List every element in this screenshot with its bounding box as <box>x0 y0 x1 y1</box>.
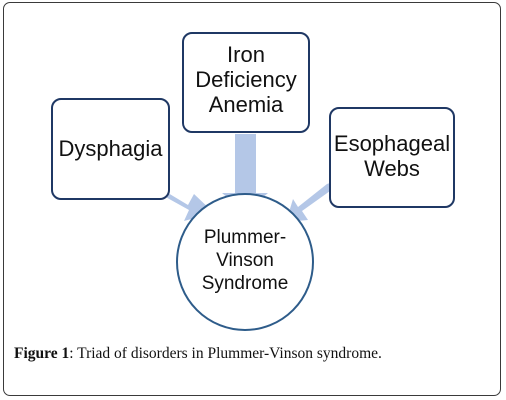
node-iron-deficiency-anemia <box>182 32 310 133</box>
center-label-line1: Plummer- <box>204 227 286 248</box>
caption-separator: : <box>69 345 74 362</box>
node-iron-label-line1: Iron <box>227 42 265 67</box>
node-esophageal-webs <box>329 107 455 208</box>
node-dysphagia-label: Dysphagia <box>59 136 164 161</box>
figure-caption: Figure 1: Triad of disorders in Plummer-… <box>14 345 382 363</box>
node-dysphagia <box>51 98 170 200</box>
node-iron-label-line2: Deficiency <box>195 67 296 92</box>
center-circle <box>176 193 314 331</box>
arrow-iron-to-center <box>222 134 268 213</box>
caption-text: Triad of disorders in Plummer-Vinson syn… <box>73 345 382 362</box>
arrow-webs-to-center <box>286 183 330 222</box>
center-label-line2: Vinson <box>216 250 274 271</box>
node-webs-label-line1: Esophageal <box>334 131 450 156</box>
center-label-line3: Syndrome <box>202 273 289 294</box>
node-webs-label-line2: Webs <box>364 156 420 181</box>
figure-frame <box>3 2 501 396</box>
caption-label: Figure 1 <box>14 345 70 362</box>
node-iron-label-line3: Anemia <box>209 92 284 117</box>
